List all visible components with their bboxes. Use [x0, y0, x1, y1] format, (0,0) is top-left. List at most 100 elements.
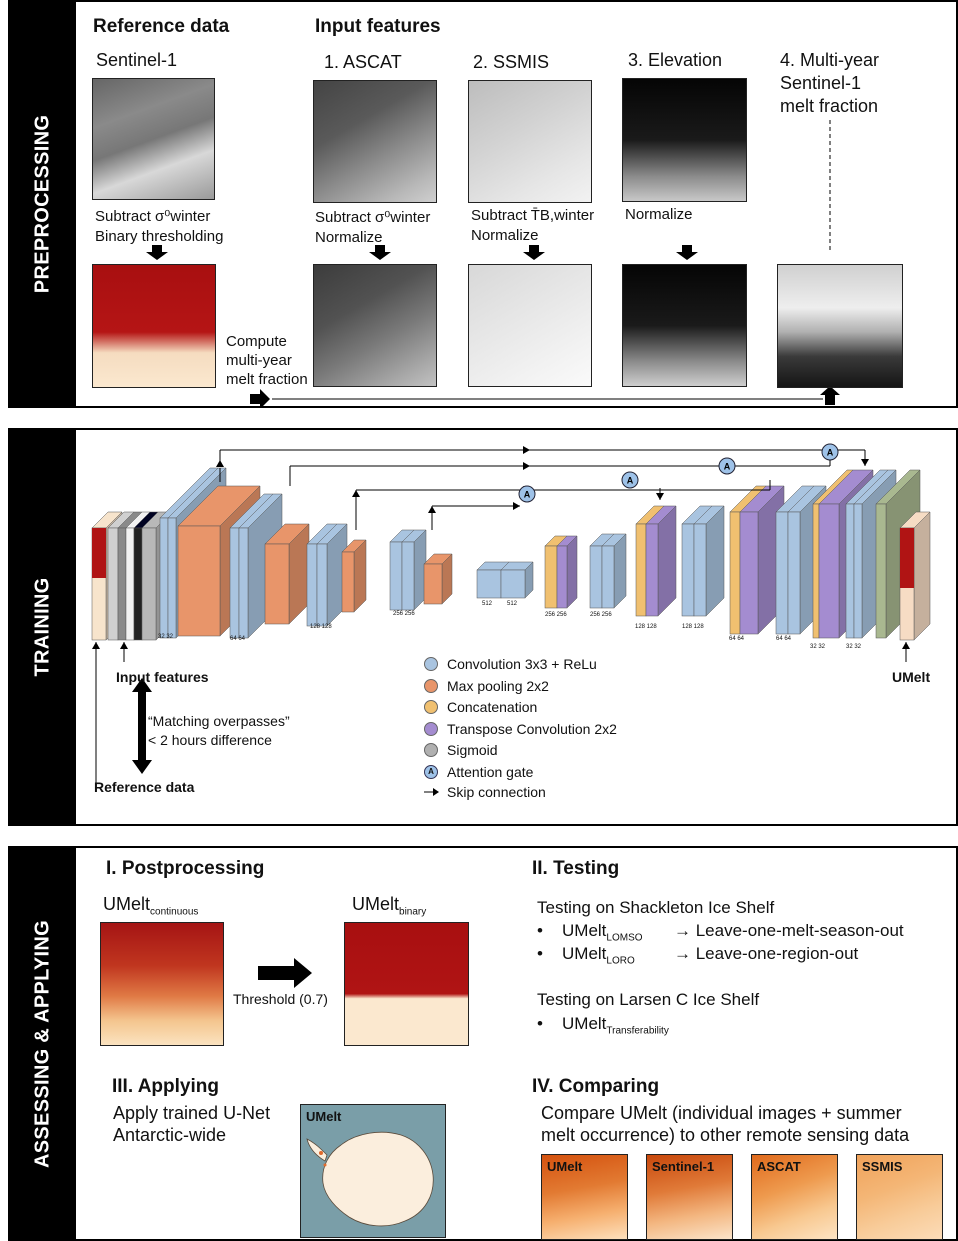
attention-gate-icon: A — [424, 765, 438, 779]
umelt-continuous-image — [100, 922, 224, 1046]
arrow-icon — [902, 642, 910, 649]
down-arrow-icon — [146, 245, 168, 260]
elev-step: Normalize — [625, 206, 693, 223]
attention-gate-label: A — [724, 462, 731, 472]
reference-data-label: Reference data — [94, 779, 195, 795]
umelt-binary-label: UMeltbinary — [352, 894, 427, 918]
down-arrow-icon — [523, 245, 545, 260]
attention-gate-icon — [718, 457, 736, 475]
attention-gate-label: A — [524, 490, 531, 500]
legend-swatch — [424, 700, 438, 714]
multiyear-label-3: melt fraction — [780, 96, 879, 116]
threshold-arrow-icon — [258, 958, 312, 988]
conv-block — [693, 505, 725, 617]
multiyear-label-2: Sentinel-1 — [780, 73, 862, 93]
down-arrow-icon — [369, 245, 391, 260]
compute-label-1: Compute — [226, 333, 287, 350]
channel-label: 64 64 — [776, 636, 792, 642]
compare-text-2: melt occurrence) to other remote sensing… — [541, 1125, 910, 1145]
legend-label: Sigmoid — [447, 742, 498, 758]
arrow-icon — [120, 642, 128, 649]
channel-label: 256 256 — [393, 611, 415, 617]
legend-swatch — [424, 743, 438, 757]
legend-swatch — [424, 679, 438, 693]
channel-label: 256 256 — [545, 612, 567, 618]
ascat-normalized-image — [313, 264, 437, 387]
compare-thumb-ascat: ASCAT — [751, 1154, 838, 1240]
applying-title: III. Applying — [112, 1076, 219, 1097]
channel-label: 64 64 — [729, 636, 745, 642]
channel-label: 128 128 — [310, 624, 332, 630]
arrow-icon — [656, 493, 664, 500]
umelt-loro: UMeltLORO — [562, 944, 635, 967]
legend-label: Skip connection — [447, 784, 546, 800]
matching-label-1: “Matching overpasses” — [148, 713, 290, 729]
bullet-3: • — [537, 1014, 543, 1033]
postprocessing-title: I. Postprocessing — [106, 858, 265, 879]
double-arrow-icon — [132, 678, 152, 774]
compute-label-3: melt fraction — [226, 371, 308, 388]
legend-label: Attention gate — [447, 764, 534, 780]
compare-thumb-sentinel: Sentinel-1 — [646, 1154, 733, 1240]
attention-gate-label: A — [827, 448, 834, 458]
ssmis-label: 2. SSMIS — [473, 52, 550, 72]
channel-label: 512 — [482, 601, 493, 607]
arrow-icon — [523, 462, 530, 470]
preprocessing-panel: PREPROCESSING Reference data Input featu… — [8, 0, 958, 408]
compare-thumb-umelt: UMelt — [541, 1154, 628, 1240]
sentinel-image — [92, 78, 215, 200]
ssmis-normalized-image — [468, 264, 592, 387]
elevation-image — [622, 78, 747, 202]
attention-gate-icon — [518, 485, 536, 503]
maxpool-block — [341, 539, 367, 613]
maxpool-block — [423, 553, 453, 605]
input-features-title: Input features — [315, 16, 441, 37]
unet-diagram: A A A A — [91, 443, 931, 785]
arrow-icon — [352, 490, 360, 497]
legend-swatch — [424, 722, 438, 736]
up-arrow-icon — [820, 386, 840, 405]
apply-text-2: Antarctic-wide — [113, 1125, 227, 1145]
right-arrow-icon — [250, 389, 270, 406]
reference-title: Reference data — [93, 16, 230, 37]
conv-block — [401, 529, 427, 611]
arrow-icon — [513, 502, 520, 510]
loro-description: → Leave-one-region-out — [674, 944, 859, 963]
legend-swatch — [424, 657, 438, 671]
bullet-1: • — [537, 921, 543, 940]
antarctica-map: UMelt — [300, 1104, 446, 1238]
larsen-label: Testing on Larsen C Ice Shelf — [537, 990, 760, 1009]
channel-label: 128 128 — [682, 624, 704, 630]
elevation-normalized-image — [622, 264, 747, 387]
down-arrow-icon — [676, 245, 698, 260]
preprocessing-arrows — [146, 120, 840, 406]
conv-block — [601, 533, 627, 609]
antarctica-shape — [306, 1131, 434, 1227]
arrow-icon — [428, 506, 436, 513]
ascat-label: 1. ASCAT — [324, 52, 402, 72]
section-bar: ASSESSING & APPLYING — [10, 848, 76, 1239]
apply-text-1: Apply trained U-Net — [113, 1103, 271, 1123]
compare-text-1: Compare UMelt (individual images + summe… — [541, 1103, 902, 1123]
ref-step-2: Binary thresholding — [95, 228, 224, 245]
channel-label: 64 64 — [230, 636, 246, 642]
legend-label: Convolution 3x3 + ReLu — [447, 656, 597, 672]
threshold-label: Threshold (0.7) — [233, 991, 328, 1007]
output-red-region — [900, 528, 914, 588]
channel-label: 512 — [507, 601, 518, 607]
conv-block — [500, 561, 534, 599]
shackleton-label: Testing on Shackleton Ice Shelf — [537, 898, 775, 917]
arrow-icon — [216, 460, 224, 467]
compute-label-2: multi-year — [226, 352, 292, 369]
arrow-icon — [523, 446, 530, 454]
tconv-block — [645, 505, 677, 617]
channel-label: 32 32 — [158, 634, 174, 640]
compare-thumb-ssmis: SSMIS — [856, 1154, 943, 1240]
legend-label: Max pooling 2x2 — [447, 678, 549, 694]
channel-label: 256 256 — [590, 612, 612, 618]
maxpool-block — [264, 523, 310, 625]
attention-gate-label: A — [627, 476, 634, 486]
reference-red-region — [92, 528, 106, 578]
assessing-panel: ASSESSING & APPLYING I. Postprocessing U… — [8, 846, 958, 1241]
section-label: ASSESSING & APPLYING — [31, 919, 54, 1168]
